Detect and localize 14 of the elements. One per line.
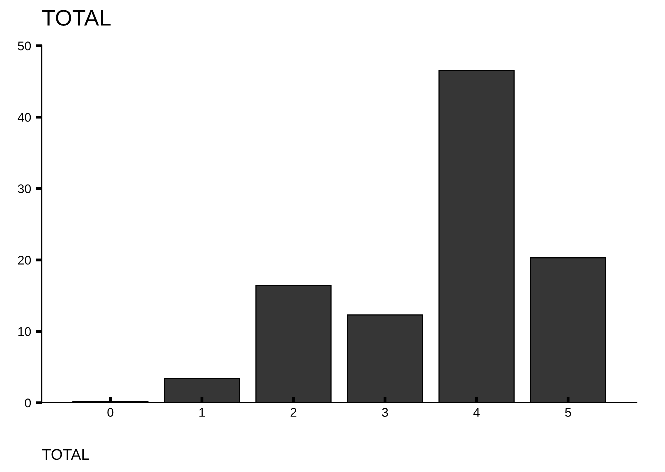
y-tick-label: 0	[25, 398, 32, 408]
x-tick-label: 2	[290, 408, 297, 417]
x-tick-label: 1	[200, 408, 206, 417]
x-tick-label: 4	[474, 408, 480, 417]
y-tick-label: 40	[18, 113, 32, 122]
x-tick-label: 5	[565, 408, 572, 418]
x-axis-title: TOTAL	[42, 449, 90, 460]
x-tick-label: 0	[108, 408, 114, 418]
y-tick-label: 50	[18, 42, 32, 51]
y-tick-label: 20	[18, 256, 32, 265]
chart-title: TOTAL	[42, 10, 111, 26]
x-tick-label: 3	[382, 408, 388, 418]
y-tick-label: 10	[18, 327, 32, 336]
y-tick-label: 30	[18, 184, 32, 194]
